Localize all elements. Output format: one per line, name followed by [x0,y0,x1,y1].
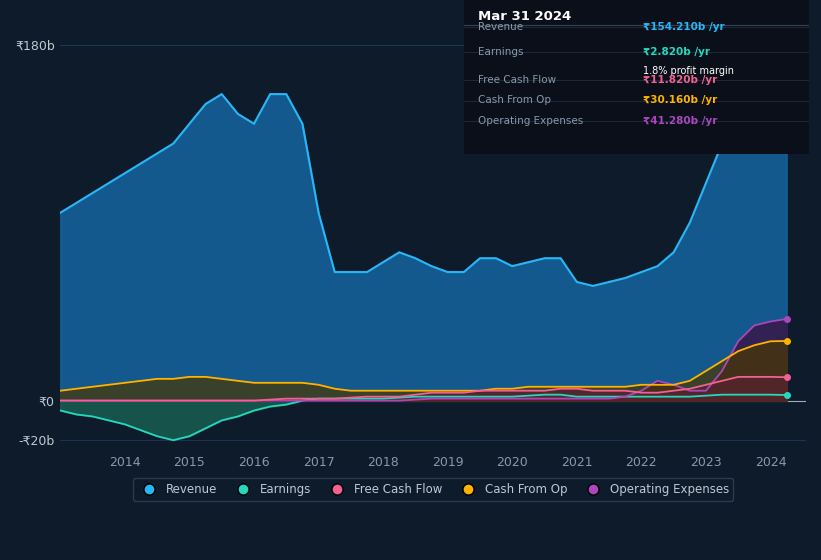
Text: ₹11.820b /yr: ₹11.820b /yr [643,75,718,85]
Text: Mar 31 2024: Mar 31 2024 [478,10,571,23]
Text: Revenue: Revenue [478,22,523,32]
Text: ₹154.210b /yr: ₹154.210b /yr [643,22,725,32]
Text: ₹30.160b /yr: ₹30.160b /yr [643,95,718,105]
Text: Cash From Op: Cash From Op [478,95,551,105]
Legend: Revenue, Earnings, Free Cash Flow, Cash From Op, Operating Expenses: Revenue, Earnings, Free Cash Flow, Cash … [133,478,733,501]
Text: ₹41.280b /yr: ₹41.280b /yr [643,116,718,126]
Text: Earnings: Earnings [478,47,523,57]
Text: ₹2.820b /yr: ₹2.820b /yr [643,47,710,57]
Text: Operating Expenses: Operating Expenses [478,116,583,126]
Text: 1.8% profit margin: 1.8% profit margin [643,66,734,76]
Text: Free Cash Flow: Free Cash Flow [478,75,556,85]
